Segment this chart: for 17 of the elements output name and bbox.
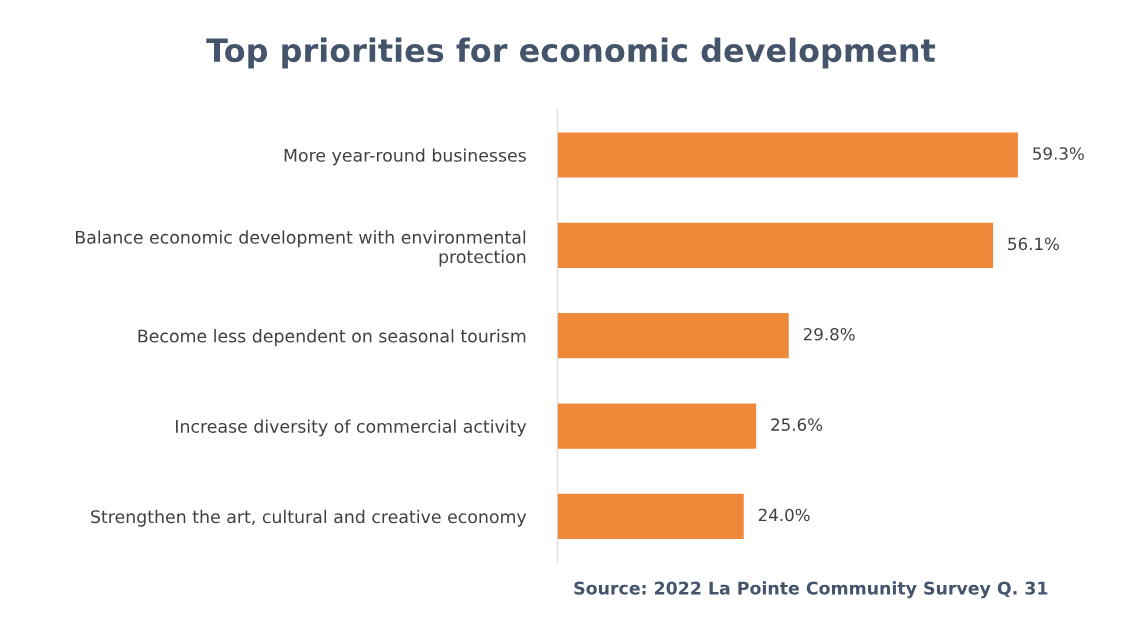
bar xyxy=(557,222,994,268)
y-tick-label: Strengthen the art, cultural and creative economy xyxy=(91,509,527,527)
data-label: 25.6% xyxy=(771,418,823,431)
y-tick-label: Increase diversity of commercial activity xyxy=(176,419,527,437)
y-tick-label: Balance economic development with environmental protection xyxy=(75,230,526,267)
bar xyxy=(557,132,1018,178)
data-label: 59.3% xyxy=(1033,147,1084,160)
y-tick-label: More year-round businesses xyxy=(284,148,526,166)
bar xyxy=(557,313,789,359)
chart-title: Top priorities for economic development xyxy=(206,37,936,69)
y-tick-label: Become less dependent on seasonal tourism xyxy=(138,329,526,346)
data-label: 29.8% xyxy=(803,327,855,341)
bar xyxy=(557,493,744,540)
source-note: Source: 2022 La Pointe Community Survey Q. 31 xyxy=(574,581,1048,599)
bar xyxy=(557,403,757,449)
data-label: 56.1% xyxy=(1008,237,1059,251)
data-label: 24.0% xyxy=(758,508,810,522)
